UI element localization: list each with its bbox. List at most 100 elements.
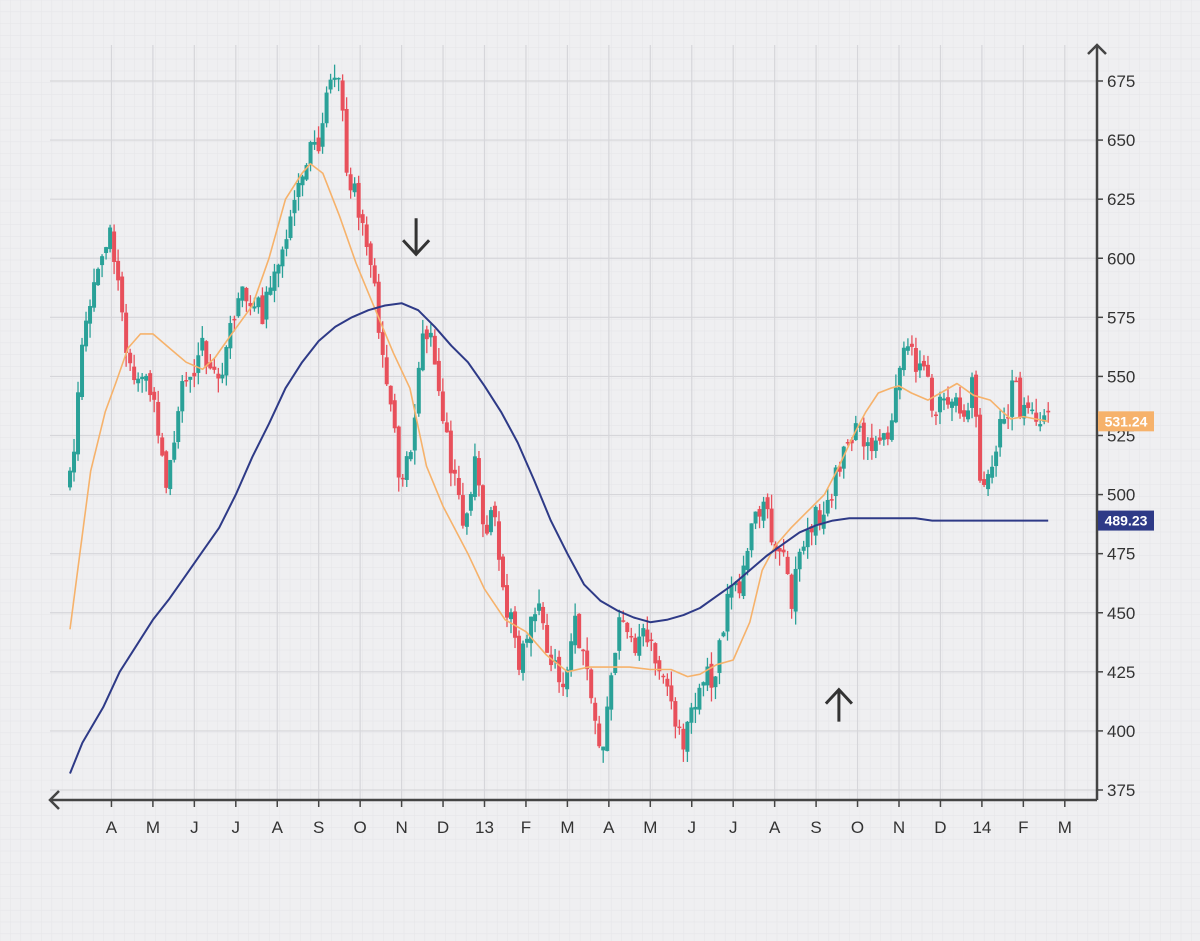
candle-down bbox=[645, 629, 650, 643]
candle-up bbox=[685, 721, 690, 752]
candle-up bbox=[72, 451, 77, 473]
candle-down bbox=[124, 312, 129, 353]
candle-up bbox=[320, 123, 325, 147]
slow-moving-average bbox=[69, 302, 1049, 774]
candle-up bbox=[1010, 380, 1015, 417]
candle-up bbox=[140, 376, 145, 380]
candle-up bbox=[220, 374, 225, 379]
candle-up bbox=[252, 306, 257, 309]
candle-down bbox=[673, 701, 678, 727]
candle-down bbox=[388, 385, 393, 405]
candle-up bbox=[1002, 419, 1007, 424]
annotations bbox=[402, 218, 853, 722]
candle-down bbox=[861, 422, 866, 447]
candle-down bbox=[440, 391, 445, 422]
candle-down bbox=[925, 364, 930, 377]
x-tick-label: 13 bbox=[475, 818, 494, 837]
candle-up bbox=[797, 551, 802, 570]
candle-up bbox=[336, 77, 341, 80]
x-tick-label: 14 bbox=[972, 818, 991, 837]
candle-up bbox=[565, 669, 570, 690]
candle-up bbox=[753, 511, 758, 524]
candle-down bbox=[597, 723, 602, 747]
y-tick-label: 550 bbox=[1107, 367, 1135, 386]
candle-up bbox=[180, 381, 185, 412]
candle-down bbox=[400, 477, 405, 480]
candle-up bbox=[901, 347, 906, 371]
candle-up bbox=[352, 183, 357, 193]
x-tick-label: M bbox=[643, 818, 657, 837]
candle-down bbox=[629, 635, 634, 638]
candle-up bbox=[509, 612, 514, 620]
candle-up bbox=[188, 376, 193, 380]
candle-up bbox=[825, 499, 830, 514]
candle-down bbox=[837, 466, 842, 472]
candle-down bbox=[765, 497, 770, 510]
candles bbox=[68, 64, 1051, 763]
candle-down bbox=[208, 362, 213, 369]
x-tick-label: O bbox=[354, 818, 367, 837]
candle-up bbox=[300, 176, 305, 186]
candle-up bbox=[472, 456, 477, 497]
candle-down bbox=[945, 397, 950, 405]
candle-up bbox=[761, 501, 766, 521]
sell-signal-arrowhead-icon bbox=[402, 239, 431, 257]
candle-down bbox=[380, 332, 385, 355]
candle-down bbox=[120, 276, 125, 313]
candle-down bbox=[869, 437, 874, 452]
candle-up bbox=[1022, 404, 1027, 419]
candle-up bbox=[937, 396, 942, 413]
candle-down bbox=[669, 685, 674, 702]
candle-up bbox=[264, 291, 269, 320]
candle-up bbox=[312, 141, 317, 145]
candle-up bbox=[529, 616, 534, 644]
x-tick-label: M bbox=[1058, 818, 1072, 837]
candle-up bbox=[701, 682, 706, 686]
candle-down bbox=[593, 702, 598, 721]
candle-up bbox=[88, 306, 93, 324]
candle-up bbox=[729, 585, 734, 598]
slow-ma-value-label-box bbox=[1098, 510, 1154, 531]
candle-down bbox=[248, 303, 253, 307]
candle-up bbox=[464, 513, 469, 527]
candle-down bbox=[384, 357, 389, 385]
candle-down bbox=[649, 639, 654, 641]
candle-up bbox=[881, 433, 886, 440]
candle-down bbox=[244, 287, 249, 302]
x-tick-label: S bbox=[313, 818, 324, 837]
candle-down bbox=[500, 556, 505, 588]
candle-up bbox=[404, 456, 409, 480]
candle-down bbox=[504, 585, 509, 618]
candle-down bbox=[581, 649, 586, 652]
candle-down bbox=[204, 341, 209, 367]
y-tick-label: 625 bbox=[1107, 190, 1135, 209]
candle-down bbox=[132, 366, 137, 381]
x-axis-arrow-icon bbox=[48, 790, 60, 810]
candle-down bbox=[769, 508, 774, 543]
candle-down bbox=[128, 352, 133, 364]
candle-down bbox=[112, 231, 117, 262]
candle-up bbox=[1042, 415, 1047, 422]
candle-up bbox=[236, 298, 241, 317]
x-tick-label: O bbox=[851, 818, 864, 837]
candle-up bbox=[240, 286, 245, 301]
candle-down bbox=[356, 182, 361, 218]
y-tick-label: 600 bbox=[1107, 249, 1135, 268]
candle-down bbox=[545, 624, 550, 653]
candle-down bbox=[933, 414, 938, 416]
candle-up bbox=[986, 474, 991, 490]
x-tick-label: M bbox=[560, 818, 574, 837]
candle-up bbox=[605, 706, 610, 751]
candle-up bbox=[408, 452, 413, 460]
candle-up bbox=[889, 420, 894, 440]
candle-up bbox=[697, 687, 702, 710]
candle-up bbox=[897, 367, 902, 391]
candle-down bbox=[1006, 417, 1011, 419]
candle-up bbox=[288, 216, 293, 238]
candle-down bbox=[677, 726, 682, 729]
candle-up bbox=[905, 346, 910, 351]
candle-up bbox=[857, 426, 862, 428]
candle-down bbox=[653, 643, 658, 664]
candle-down bbox=[781, 549, 786, 553]
